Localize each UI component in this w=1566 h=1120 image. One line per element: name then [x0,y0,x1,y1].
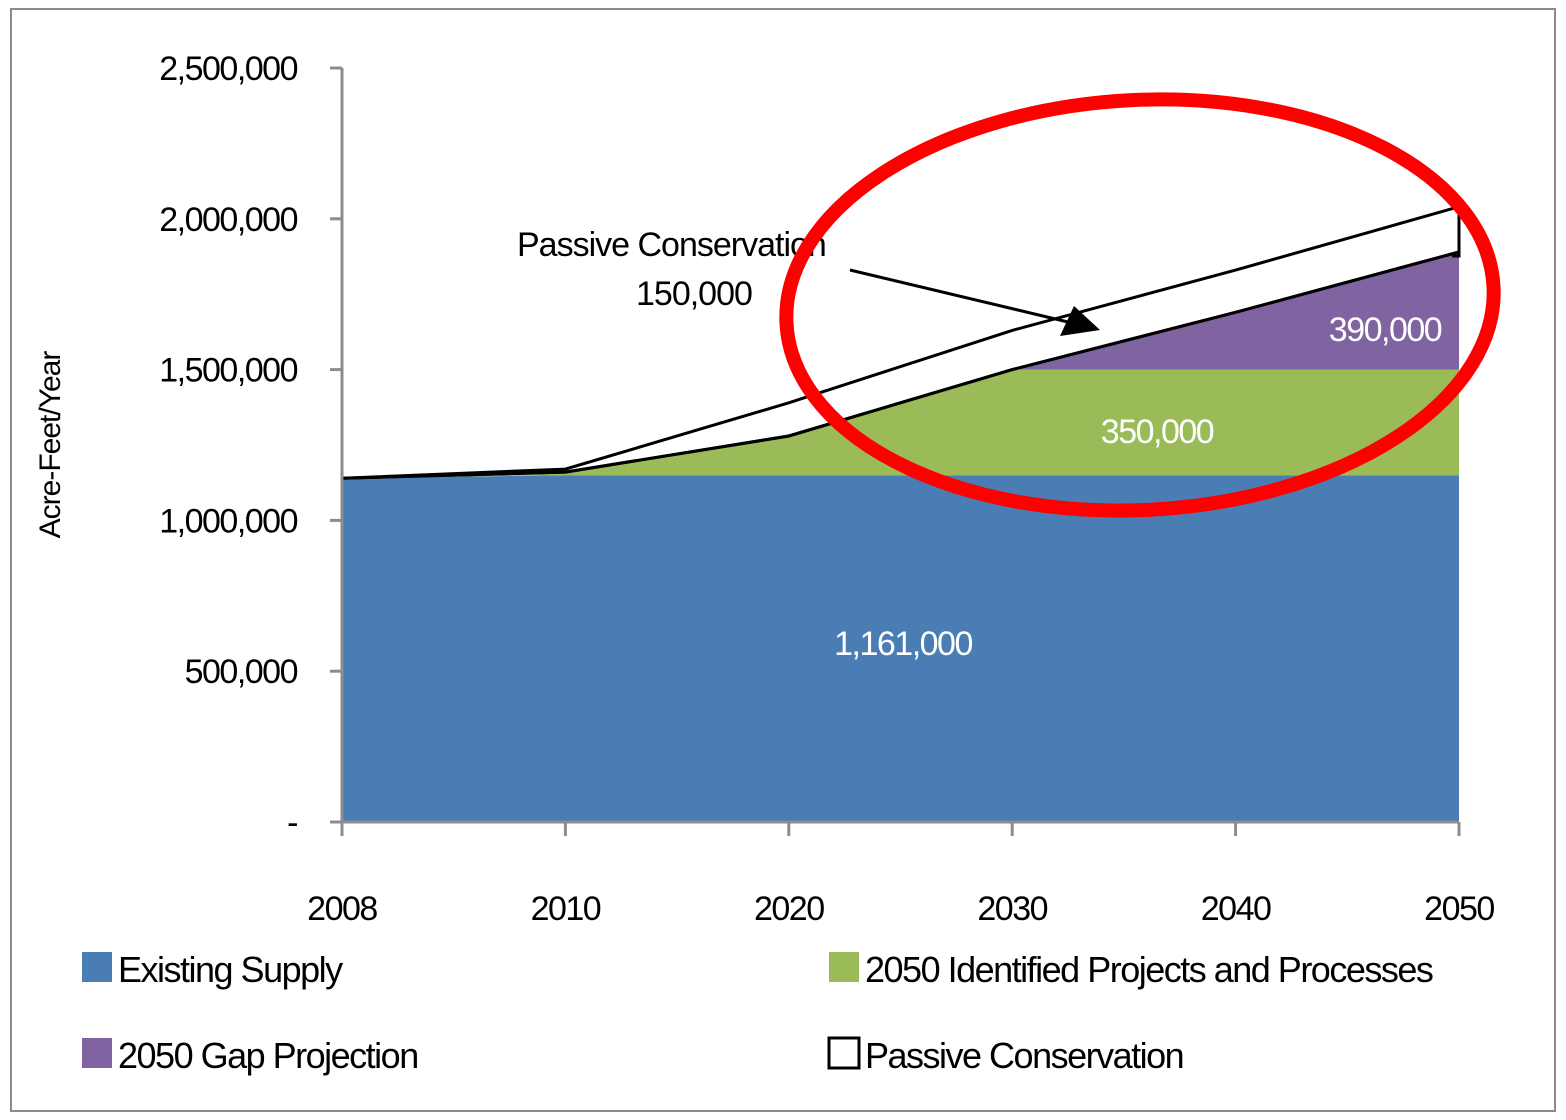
legend-swatch [827,1036,861,1070]
annotation-arrow-line [849,268,1069,324]
series-area-2 [342,369,1459,479]
x-tick-label: 2040 [1201,890,1271,928]
y-tick-label: 1,500,000 [159,352,297,390]
passive-lower-line [341,250,1460,480]
data-label: 350,000 [1101,413,1214,451]
legend-label: 2050 Identified Projects and Processes [865,949,1433,990]
legend-label: Existing Supply [118,949,343,990]
y-tick-label: 2,000,000 [159,201,297,239]
highlight-ellipse [779,92,1501,518]
legend-swatch [82,952,112,982]
legend-swatch [829,952,859,982]
annotation-value: 150,000 [636,275,752,313]
annotation-arrow-head [1060,306,1100,336]
y-axis-title: Acre-Feet/Year [34,351,67,539]
series-area-3 [342,252,1459,479]
x-tick-label: 2050 [1424,890,1494,928]
series-area-1 [342,475,1459,822]
legend-swatch [82,1038,112,1068]
y-tick-label: 2,500,000 [159,50,297,88]
y-tick-label: - [287,804,297,842]
annotation-label: Passive Conservation [517,226,826,264]
x-tick-label: 2030 [977,890,1047,928]
x-tick-label: 2020 [754,890,824,928]
legend-label: 2050 Gap Projection [118,1035,418,1076]
x-tick-label: 2008 [307,890,377,928]
data-label: 1,161,000 [834,625,972,663]
data-label: 390,000 [1329,311,1442,349]
legend-label: Passive Conservation [865,1035,1183,1076]
x-tick-label: 2010 [531,890,601,928]
y-tick-label: 1,000,000 [159,502,297,540]
y-tick-label: 500,000 [185,653,298,691]
